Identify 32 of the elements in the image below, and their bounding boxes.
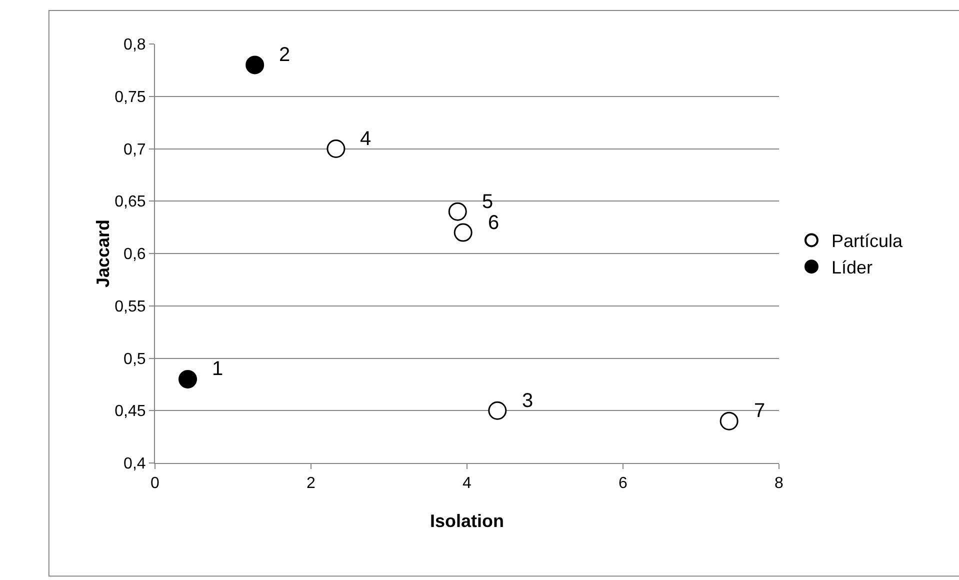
annotation: 7 (754, 400, 766, 422)
point (326, 140, 346, 158)
legend-label: Partícula (831, 231, 904, 252)
x-tick-label: 8 (774, 475, 784, 492)
x-tick-label: 6 (618, 475, 628, 492)
y-tick-label: 0,45 (114, 403, 146, 420)
annotation: 5 (482, 191, 494, 213)
point (448, 202, 467, 221)
annotation: 1 (212, 358, 224, 380)
y-tick-label: 0,7 (124, 141, 146, 158)
y-tick-label: 0,5 (124, 350, 146, 368)
point (454, 223, 472, 242)
annotation: 3 (522, 390, 534, 412)
y-tick-label: 0,4 (124, 456, 146, 473)
point (488, 401, 507, 420)
y-tick-label: 0,8 (124, 36, 146, 54)
point (178, 370, 198, 388)
y-tick-label: 0,55 (114, 298, 146, 316)
y-tick-label: 0,65 (114, 194, 146, 211)
point (246, 56, 264, 74)
x-tick-label: 2 (306, 475, 316, 492)
annotation: 6 (488, 212, 500, 234)
annotation: 2 (279, 44, 290, 66)
annotation: 4 (360, 128, 372, 150)
point (720, 412, 738, 430)
x-tick-label: 0 (150, 475, 160, 492)
y-axis-title: Jaccard (93, 219, 113, 288)
legend-label: Líder (831, 258, 873, 278)
x-axis-title: Isolation (430, 511, 504, 531)
x-tick-label: 4 (462, 475, 472, 492)
y-tick-label: 0,75 (114, 88, 146, 106)
y-tick-label: 0,6 (124, 246, 146, 264)
